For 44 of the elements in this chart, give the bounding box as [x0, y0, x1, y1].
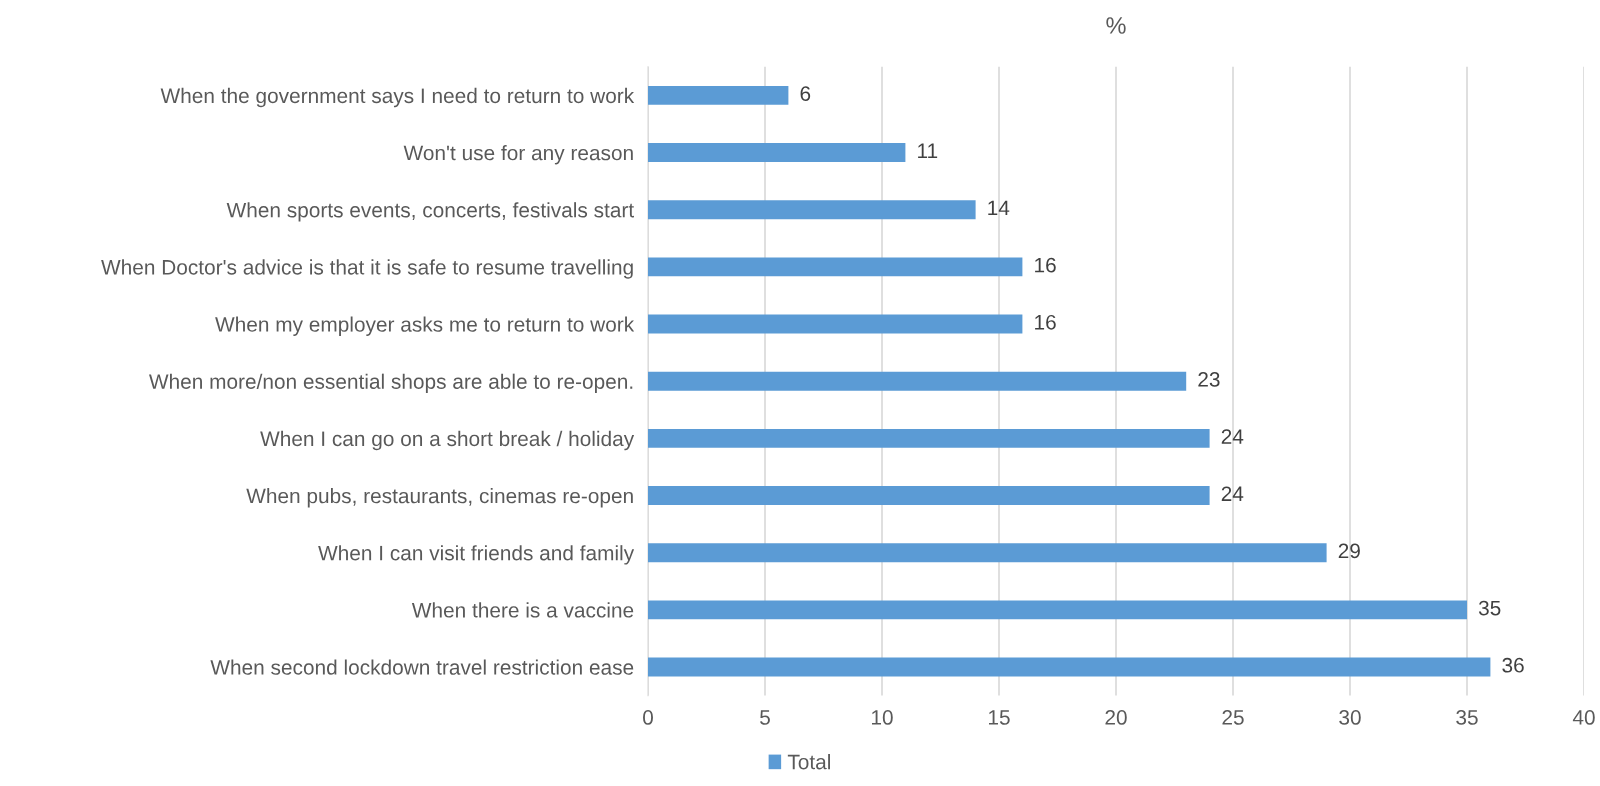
data-label: 24 — [1221, 429, 1244, 444]
data-label: 23 — [1198, 372, 1220, 387]
data-label: 11 — [918, 143, 938, 158]
y-tick-label: When pubs, restaurants, cinemas re-open — [246, 487, 633, 508]
x-tick-label: 15 — [989, 710, 1010, 725]
bar — [648, 143, 906, 162]
y-tick-label: When my employer asks me to return to work — [215, 316, 635, 336]
data-label: 16 — [1035, 314, 1056, 330]
x-tick-label: 30 — [1339, 710, 1361, 725]
x-tick-label: 0 — [643, 710, 653, 725]
y-tick-label: When I can visit friends and family — [318, 545, 635, 565]
y-tick-label: Won't use for any reason — [403, 145, 633, 165]
data-label: 36 — [1502, 657, 1524, 673]
legend-label: Total — [787, 754, 830, 770]
y-tick-label: When Doctor's advice is that it is safe to resume travelling — [101, 259, 633, 279]
bar — [648, 428, 1210, 448]
x-tick-label: 40 — [1572, 710, 1595, 725]
x-tick-label: 10 — [872, 710, 893, 725]
x-tick-label: 5 — [760, 710, 770, 725]
data-label: 14 — [988, 200, 1010, 216]
y-tick-label: When second lockdown travel restriction ease — [210, 659, 634, 675]
data-label: 35 — [1478, 600, 1501, 616]
bar — [648, 657, 1491, 677]
x-tick-label: 20 — [1105, 710, 1127, 725]
y-tick-label: When I can go on a short break / holiday — [260, 430, 635, 451]
bar — [648, 543, 1327, 563]
bar — [648, 257, 1023, 277]
bar — [648, 200, 976, 220]
y-tick-label: When the government says I need to return to work — [160, 87, 635, 108]
data-label: 6 — [800, 86, 811, 101]
y-tick-label: When more/non essential shops are able to re-open. — [149, 373, 633, 394]
data-label: 16 — [1035, 257, 1056, 273]
bar — [648, 371, 1187, 391]
data-label: 29 — [1338, 543, 1360, 559]
y-tick-label: When there is a vaccine — [411, 602, 634, 618]
bar — [648, 486, 1210, 505]
chart-title: % — [1106, 17, 1126, 34]
x-tick-label: 25 — [1222, 710, 1244, 725]
bar — [648, 600, 1467, 620]
x-tick-label: 35 — [1456, 710, 1478, 725]
data-label: 24 — [1221, 486, 1244, 501]
bar — [648, 314, 1023, 334]
y-tick-label: When sports events, concerts, festivals start — [226, 202, 634, 222]
bar — [648, 85, 789, 105]
